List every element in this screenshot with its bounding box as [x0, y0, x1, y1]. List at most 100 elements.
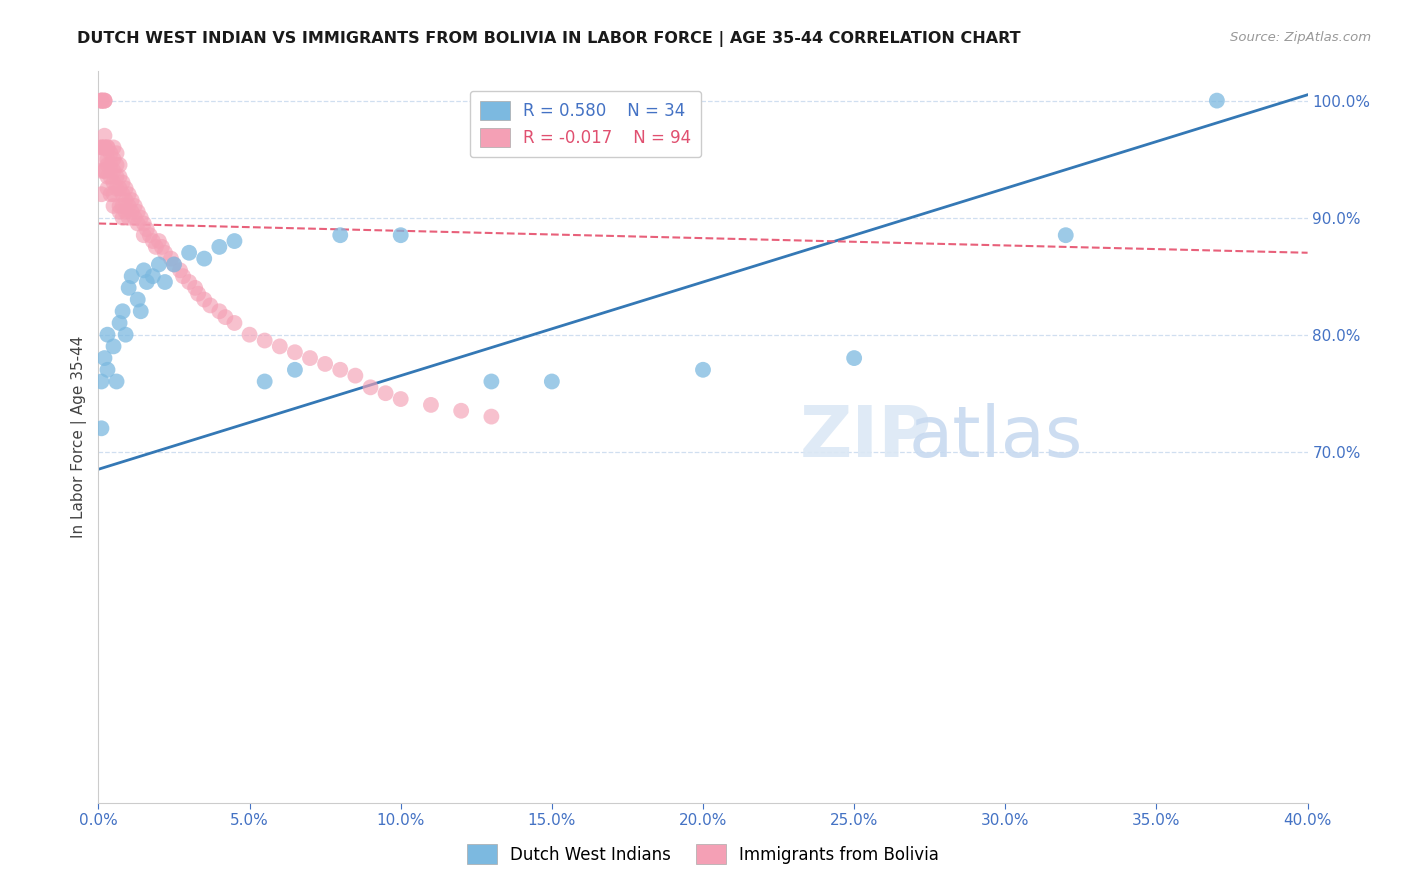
- Point: [108, 181, 131, 195]
- Point: [100, 146, 122, 161]
- Point: [93, 140, 115, 154]
- Point: [105, 158, 128, 172]
- Point: [96, 169, 118, 184]
- Point: [103, 199, 125, 213]
- Point: [100, 158, 122, 172]
- Point: [90, 94, 112, 108]
- Point: [96, 140, 118, 154]
- Point: [90, 187, 112, 202]
- Point: [96, 140, 118, 154]
- Point: [1054, 228, 1077, 243]
- Text: ZIP: ZIP: [800, 402, 932, 472]
- Point: [153, 275, 176, 289]
- Point: [150, 240, 173, 254]
- Point: [284, 363, 307, 377]
- Point: [103, 164, 125, 178]
- Point: [142, 234, 165, 248]
- Point: [153, 245, 176, 260]
- Point: [118, 211, 141, 225]
- Point: [124, 211, 146, 225]
- Point: [111, 187, 134, 202]
- Point: [118, 281, 141, 295]
- Point: [108, 169, 131, 184]
- Point: [142, 269, 165, 284]
- Point: [172, 269, 194, 284]
- Point: [169, 263, 191, 277]
- Point: [121, 204, 143, 219]
- Point: [93, 351, 115, 365]
- Point: [108, 158, 131, 172]
- Legend: R = 0.580    N = 34, R = -0.017    N = 94: R = 0.580 N = 34, R = -0.017 N = 94: [470, 91, 702, 158]
- Point: [108, 204, 131, 219]
- Point: [93, 94, 115, 108]
- Point: [90, 375, 112, 389]
- Point: [124, 199, 146, 213]
- Point: [208, 240, 231, 254]
- Point: [93, 164, 115, 178]
- Point: [127, 204, 149, 219]
- Point: [187, 286, 209, 301]
- Point: [100, 169, 122, 184]
- Point: [179, 245, 201, 260]
- Point: [184, 281, 207, 295]
- Point: [93, 164, 115, 178]
- Point: [374, 386, 396, 401]
- Point: [114, 193, 136, 207]
- Point: [93, 140, 115, 154]
- Point: [121, 269, 143, 284]
- Point: [389, 392, 412, 406]
- Point: [96, 181, 118, 195]
- Point: [214, 310, 236, 325]
- Point: [1206, 94, 1229, 108]
- Point: [132, 217, 155, 231]
- Point: [329, 363, 352, 377]
- Point: [96, 152, 118, 166]
- Point: [132, 263, 155, 277]
- Point: [114, 327, 136, 342]
- Point: [224, 316, 246, 330]
- Point: [105, 375, 128, 389]
- Point: [127, 217, 149, 231]
- Text: Source: ZipAtlas.com: Source: ZipAtlas.com: [1230, 31, 1371, 45]
- Point: [481, 409, 503, 424]
- Text: atlas: atlas: [908, 402, 1083, 472]
- Point: [90, 164, 112, 178]
- Point: [844, 351, 866, 365]
- Point: [420, 398, 443, 412]
- Point: [224, 234, 246, 248]
- Y-axis label: In Labor Force | Age 35-44: In Labor Force | Age 35-44: [72, 336, 87, 538]
- Point: [118, 199, 141, 213]
- Point: [111, 176, 134, 190]
- Point: [253, 334, 276, 348]
- Point: [200, 298, 222, 312]
- Point: [111, 199, 134, 213]
- Point: [90, 140, 112, 154]
- Point: [145, 240, 167, 254]
- Point: [114, 181, 136, 195]
- Point: [329, 228, 352, 243]
- Point: [93, 94, 115, 108]
- Point: [90, 94, 112, 108]
- Point: [540, 375, 562, 389]
- Point: [100, 187, 122, 202]
- Point: [118, 187, 141, 202]
- Point: [208, 304, 231, 318]
- Point: [105, 169, 128, 184]
- Point: [135, 275, 157, 289]
- Point: [90, 94, 112, 108]
- Point: [103, 152, 125, 166]
- Point: [93, 152, 115, 166]
- Point: [108, 316, 131, 330]
- Point: [96, 158, 118, 172]
- Point: [90, 140, 112, 154]
- Point: [284, 345, 307, 359]
- Point: [193, 252, 215, 266]
- Point: [103, 140, 125, 154]
- Point: [450, 403, 472, 417]
- Point: [132, 228, 155, 243]
- Point: [148, 257, 170, 271]
- Point: [163, 257, 186, 271]
- Point: [93, 128, 115, 143]
- Text: DUTCH WEST INDIAN VS IMMIGRANTS FROM BOLIVIA IN LABOR FORCE | AGE 35-44 CORRELAT: DUTCH WEST INDIAN VS IMMIGRANTS FROM BOL…: [77, 31, 1021, 47]
- Point: [96, 363, 118, 377]
